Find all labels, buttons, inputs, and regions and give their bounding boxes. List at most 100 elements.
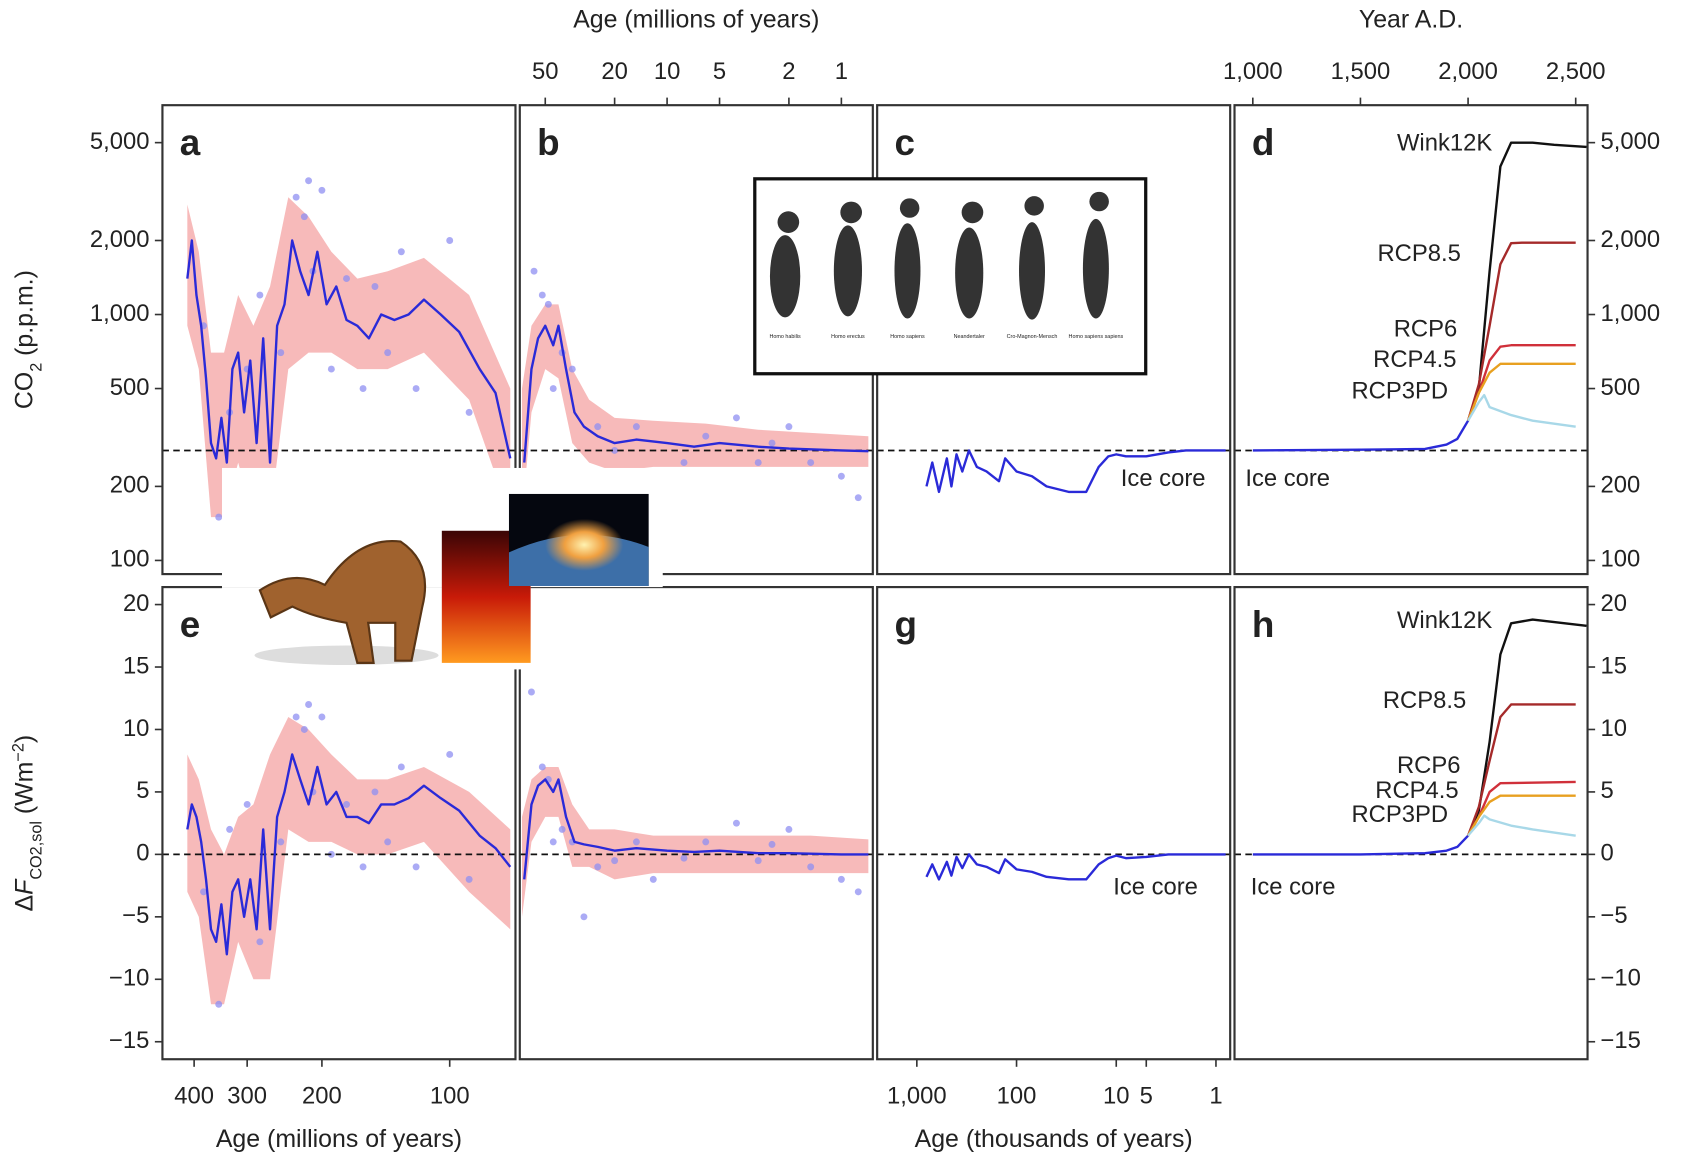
uncertainty-band (187, 716, 511, 1005)
inset-caption: Homo sapiens (890, 334, 925, 340)
proxy-point (305, 701, 313, 708)
proxy-point (318, 186, 326, 194)
proxy-point (785, 423, 793, 431)
x-axis-title: Year A.D. (1359, 5, 1463, 33)
y-tick-label: 200 (110, 472, 150, 499)
proxy-point (256, 938, 264, 946)
proxy-point (371, 788, 379, 796)
proxy-point (549, 838, 557, 846)
proxy-point (768, 840, 776, 848)
proxy-point (594, 863, 602, 871)
plot-area (519, 267, 873, 518)
inset-caption: Homo habilis (769, 334, 801, 340)
panel (518, 585, 874, 1061)
proxy-point (680, 459, 688, 467)
y-axis-title-part: −2 (9, 743, 27, 762)
proxy-point (854, 494, 862, 502)
panel-letter: e (180, 604, 200, 645)
series-line (523, 778, 869, 880)
proxy-point (292, 713, 300, 721)
proxy-point (371, 283, 379, 290)
series-line (1467, 814, 1576, 837)
panel-letter: c (894, 122, 914, 163)
proxy-point (611, 447, 619, 454)
y-tick-label: 20 (1601, 590, 1628, 617)
inset-caption: Neandertaler (954, 334, 985, 340)
panel-frame (876, 585, 1232, 1061)
proxy-point (384, 349, 392, 357)
y-tick-label: 0 (1601, 840, 1614, 867)
x-tick-label: 50 (532, 58, 559, 85)
y-axis-title-part: F (10, 878, 38, 895)
proxy-point (732, 414, 740, 422)
proxy-point (538, 763, 546, 771)
proxy-point (200, 888, 208, 896)
proxy-point (359, 863, 367, 871)
x-tick-label: 400 (174, 1082, 214, 1109)
y-tick-label: −5 (1601, 902, 1628, 929)
proxy-point (292, 193, 300, 201)
x-axis-title: Age (thousands of years) (915, 1125, 1193, 1153)
human-evolution-inset: Homo habilis Homo erectus Homo sapiens N… (753, 177, 1148, 376)
series-label: RCP8.5 (1377, 240, 1460, 267)
y-tick-label: −15 (1601, 1027, 1641, 1054)
plot-area (162, 701, 516, 1008)
proxy-point (680, 854, 688, 862)
panel: a 5,000 2,000 1,000 500 200 100 CO2 (p.p.m.) (10, 104, 517, 576)
y-tick-label: 15 (1601, 652, 1628, 679)
series-line (186, 753, 512, 956)
y-axis-title-part: Δ (10, 895, 38, 912)
shadow (254, 645, 439, 666)
proxy-point (215, 1000, 223, 1008)
y-tick-label: 0 (136, 840, 149, 867)
y-tick-label: 5 (1601, 777, 1614, 804)
x-tick-label: 1 (1209, 1082, 1222, 1109)
y-tick-label: 1,000 (1601, 300, 1661, 327)
proxy-point (649, 875, 657, 883)
y-axis-title-part: CO2,sol (27, 821, 45, 880)
proxy-point (412, 385, 420, 393)
proxy-point (412, 863, 420, 871)
panel: Ice core c (876, 104, 1232, 576)
series-line (1466, 362, 1576, 422)
proxy-point (837, 472, 845, 480)
y-tick-label: −10 (109, 965, 149, 992)
proxy-point (343, 800, 350, 808)
dinosaur (258, 539, 427, 664)
proxy-point (226, 825, 234, 833)
y-tick-label: 5,000 (1601, 128, 1661, 155)
series-label: RCP6 (1397, 752, 1461, 779)
y-axis-title-part: CO (10, 372, 38, 409)
proxy-point (785, 825, 793, 833)
y-axis-title-part: (p.p.m.) (10, 270, 38, 363)
series-label: RCP3PD (1351, 377, 1448, 404)
y-tick-label: 200 (1601, 472, 1641, 499)
proxy-point (807, 863, 815, 871)
proxy-point (837, 875, 845, 883)
proxy-point (300, 213, 308, 221)
plot-area (162, 177, 516, 521)
uncertainty-band (521, 304, 869, 518)
y-axis-title-part: ) (10, 735, 38, 743)
proxy-point (568, 365, 576, 373)
y-tick-label: 5 (136, 777, 149, 804)
x-tick-label: 10 (1103, 1082, 1130, 1109)
proxy-point (465, 875, 473, 883)
proxy-point (754, 459, 762, 467)
x-tick-label: 1 (835, 58, 848, 85)
proxy-point (632, 838, 640, 846)
proxy-point (327, 365, 335, 373)
proxy-point (215, 513, 223, 521)
panel-frame (518, 585, 874, 1061)
series-label: RCP4.5 (1375, 777, 1458, 804)
x-tick-label: 200 (302, 1082, 342, 1109)
plot-area (519, 688, 873, 921)
inset-frame (753, 177, 1148, 376)
plot-area (877, 449, 1231, 494)
proxy-point (807, 459, 815, 467)
y-axis-title-part: (Wm (10, 762, 38, 821)
series-line (1252, 420, 1470, 452)
x-axis-title: Age (millions of years) (216, 1125, 462, 1153)
y-tick-label: −15 (109, 1027, 149, 1054)
x-tick-label: 100 (997, 1082, 1037, 1109)
